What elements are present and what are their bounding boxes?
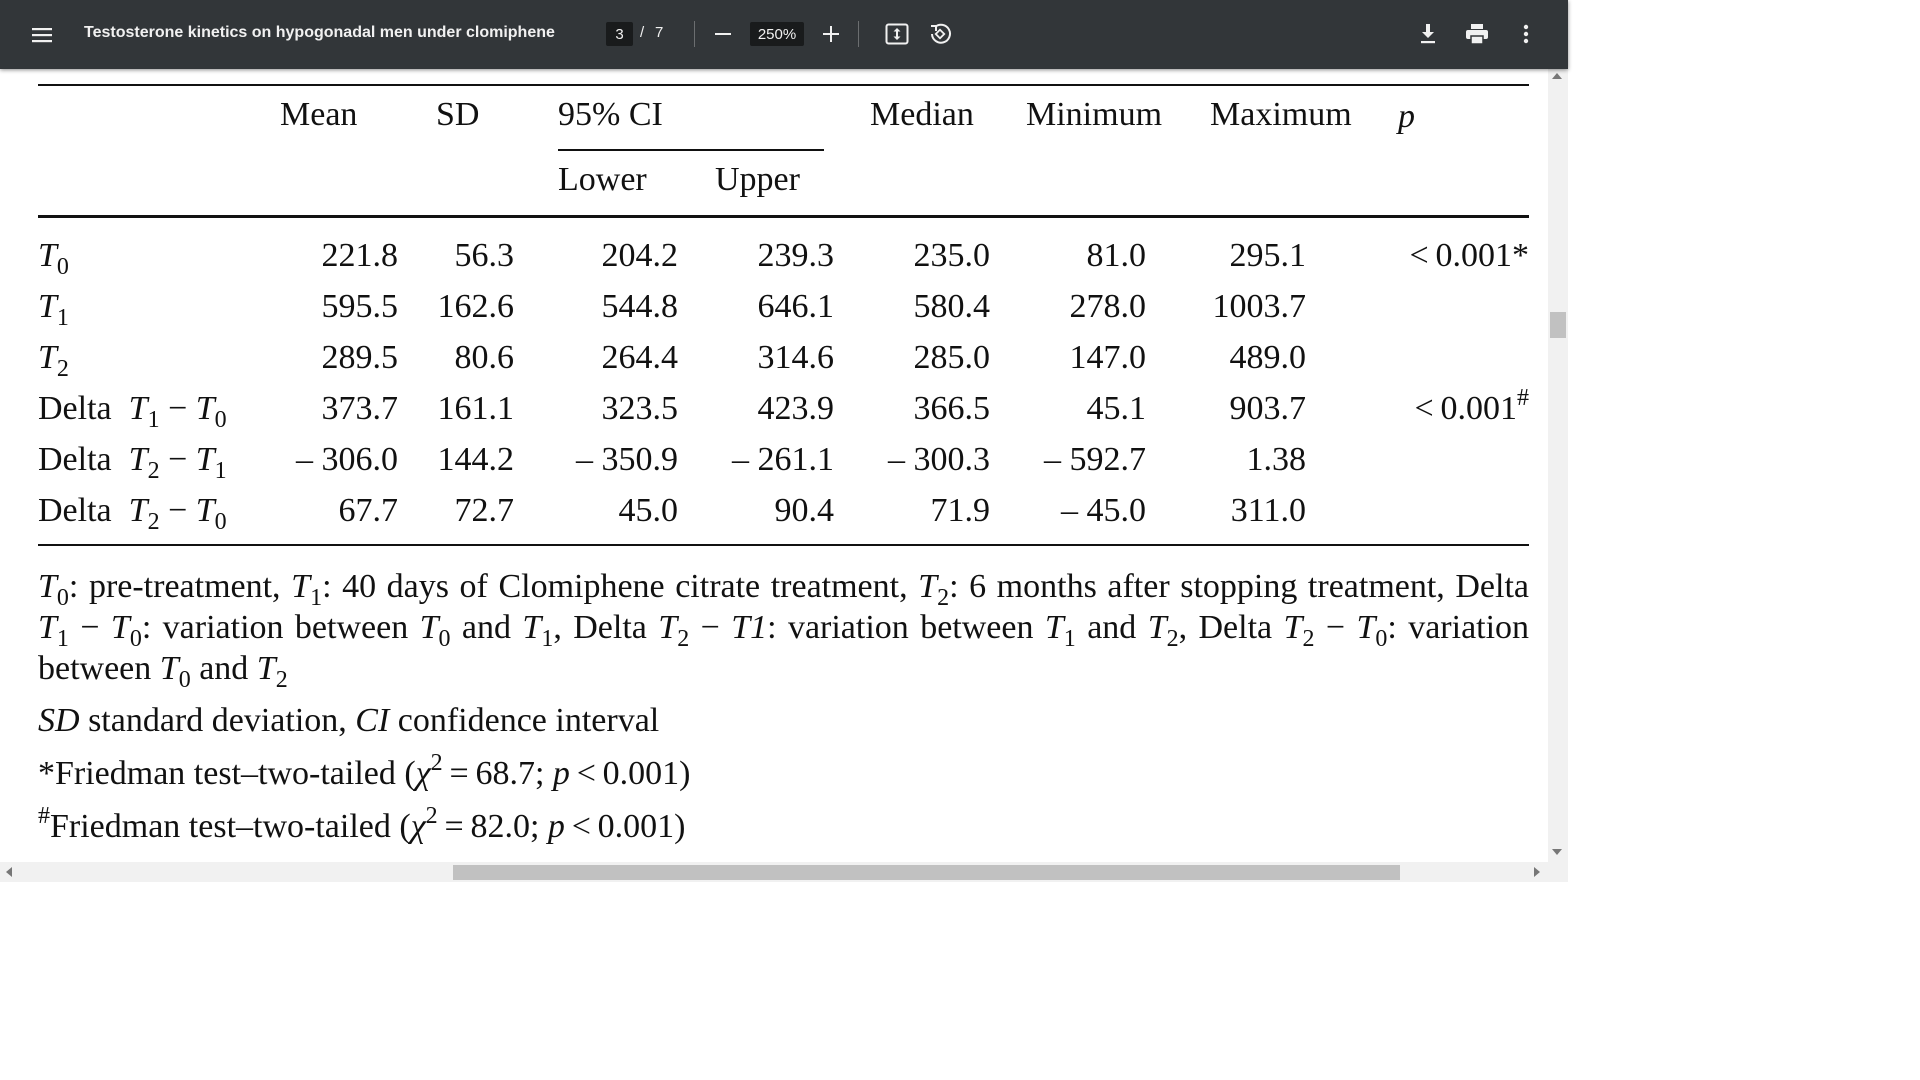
cell-mean: 67.7 xyxy=(338,492,399,529)
cell-median: 366.5 xyxy=(913,390,991,427)
row-label: Delta T2 − T1 xyxy=(38,441,227,484)
page-separator: / xyxy=(640,24,645,41)
document-viewport[interactable]: Mean SD 95% CI Median Minimum Maximum p … xyxy=(0,69,1548,862)
row-label: Delta T1 − T0 xyxy=(38,390,227,433)
cell-median: 285.0 xyxy=(913,339,991,376)
fit-page-icon[interactable] xyxy=(881,18,913,50)
cell-lower: 544.8 xyxy=(601,288,679,325)
cell-lower: 323.5 xyxy=(601,390,679,427)
cell-lower: 264.4 xyxy=(601,339,679,376)
cell-min: 45.1 xyxy=(1086,390,1147,427)
pdf-toolbar: Testosterone kinetics on hypogonadal men… xyxy=(0,0,1568,69)
table-bottom-rule xyxy=(38,544,1529,546)
cell-mean: 221.8 xyxy=(321,237,399,274)
cell-max: 489.0 xyxy=(1229,339,1307,376)
header-median: Median xyxy=(870,96,974,133)
cell-upper: – 261.1 xyxy=(732,441,834,478)
cell-min: 81.0 xyxy=(1086,237,1147,274)
cell-sd: 161.1 xyxy=(437,390,515,427)
print-icon[interactable] xyxy=(1461,18,1493,50)
horizontal-scroll-thumb[interactable] xyxy=(453,865,1400,880)
footnote-abbreviations: SD standard deviation, CI confidence int… xyxy=(38,702,660,739)
cell-mean: – 306.0 xyxy=(296,441,398,478)
cell-median: 71.9 xyxy=(930,492,991,529)
cell-sd: 72.7 xyxy=(454,492,515,529)
cell-max: 903.7 xyxy=(1229,390,1307,427)
footnote-friedman-hash: #Friedman test–two-tailed (χ2 = 82.0; p … xyxy=(38,803,686,845)
zoom-out-icon[interactable] xyxy=(708,19,738,49)
cell-max: 1.38 xyxy=(1246,441,1307,478)
header-p: p xyxy=(1398,98,1415,135)
cell-p: < 0.001* xyxy=(1409,237,1529,274)
cell-sd: 80.6 xyxy=(454,339,515,376)
toolbar-divider xyxy=(858,21,859,47)
header-lower: Lower xyxy=(558,161,647,198)
rotate-icon[interactable] xyxy=(924,18,956,50)
header-ci: 95% CI xyxy=(558,96,663,133)
cell-min: 278.0 xyxy=(1069,288,1147,325)
more-vert-icon[interactable] xyxy=(1510,18,1542,50)
row-label: T2 xyxy=(38,339,69,382)
cell-mean: 373.7 xyxy=(321,390,399,427)
cell-upper: 646.1 xyxy=(757,288,835,325)
cell-sd: 56.3 xyxy=(454,237,515,274)
vertical-scroll-thumb[interactable] xyxy=(1550,312,1566,338)
zoom-in-icon[interactable] xyxy=(816,19,846,49)
row-label: T0 xyxy=(38,237,69,280)
ci-header-rule xyxy=(558,149,824,151)
scroll-right-icon[interactable] xyxy=(1534,867,1540,877)
cell-lower: – 350.9 xyxy=(576,441,678,478)
cell-median: – 300.3 xyxy=(888,441,990,478)
header-sd: SD xyxy=(436,96,480,133)
cell-p: < 0.001# xyxy=(1414,385,1529,427)
cell-min: 147.0 xyxy=(1069,339,1147,376)
cell-lower: 45.0 xyxy=(618,492,679,529)
document-title: Testosterone kinetics on hypogonadal men… xyxy=(84,24,555,41)
header-upper: Upper xyxy=(715,161,800,198)
cell-upper: 239.3 xyxy=(757,237,835,274)
page-total: 7 xyxy=(655,24,664,41)
cell-mean: 595.5 xyxy=(321,288,399,325)
page-number-input[interactable]: 3 xyxy=(606,22,633,46)
row-label: T1 xyxy=(38,288,69,331)
scroll-up-icon[interactable] xyxy=(1552,73,1562,79)
cell-max: 311.0 xyxy=(1230,492,1306,529)
cell-mean: 289.5 xyxy=(321,339,399,376)
header-maximum: Maximum xyxy=(1210,96,1352,133)
cell-lower: 204.2 xyxy=(601,237,679,274)
cell-upper: 90.4 xyxy=(774,492,835,529)
download-icon[interactable] xyxy=(1412,18,1444,50)
toolbar-divider xyxy=(694,21,695,47)
table-header-rule xyxy=(38,215,1529,218)
cell-upper: 314.6 xyxy=(757,339,835,376)
cell-max: 295.1 xyxy=(1229,237,1307,274)
cell-upper: 423.9 xyxy=(757,390,835,427)
vertical-scrollbar[interactable] xyxy=(1548,69,1568,862)
footnote-definitions: T0: pre-treatment, T1: 40 days of Clomip… xyxy=(38,568,1530,693)
row-label: Delta T2 − T0 xyxy=(38,492,227,535)
scroll-down-icon[interactable] xyxy=(1552,849,1562,855)
header-minimum: Minimum xyxy=(1026,96,1163,133)
cell-min: – 45.0 xyxy=(1061,492,1146,529)
cell-sd: 144.2 xyxy=(437,441,515,478)
cell-median: 235.0 xyxy=(913,237,991,274)
footnote-friedman-star: *Friedman test–two-tailed (χ2 = 68.7; p … xyxy=(38,750,691,792)
cell-sd: 162.6 xyxy=(437,288,515,325)
header-mean: Mean xyxy=(280,96,358,133)
cell-median: 580.4 xyxy=(913,288,991,325)
scroll-left-icon[interactable] xyxy=(6,867,12,877)
cell-max: 1003.7 xyxy=(1212,288,1307,325)
menu-icon[interactable] xyxy=(25,18,59,52)
cell-min: – 592.7 xyxy=(1044,441,1146,478)
zoom-level-input[interactable]: 250% xyxy=(750,22,804,46)
table-top-rule xyxy=(38,84,1529,86)
